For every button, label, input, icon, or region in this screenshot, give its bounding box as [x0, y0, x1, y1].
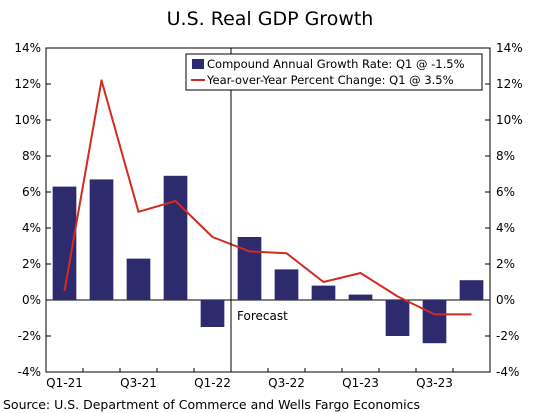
- legend-bar-swatch: [192, 59, 204, 69]
- y-tick-label-left: 14%: [14, 41, 41, 55]
- y-tick-label-left: 8%: [22, 149, 41, 163]
- bar-Q3-21: [126, 258, 151, 300]
- legend-line-label: Year-over-Year Percent Change: Q1 @ 3.5%: [206, 73, 454, 87]
- y-tick-label-right: 8%: [496, 149, 515, 163]
- y-tick-label-left: 2%: [22, 257, 41, 271]
- y-tick-label-right: 4%: [496, 221, 515, 235]
- x-tick-label: Q3-21: [120, 376, 157, 390]
- y-tick-label-right: -2%: [496, 329, 519, 343]
- bar-Q2-22: [237, 237, 262, 300]
- legend: Compound Annual Growth Rate: Q1 @ -1.5% …: [185, 53, 483, 91]
- yoy-line: [63, 79, 472, 316]
- y-tick-label-left: 12%: [14, 77, 41, 91]
- bar-Q1-23: [348, 294, 373, 300]
- bar-Q1-21: [52, 186, 77, 300]
- chart-title: U.S. Real GDP Growth: [167, 8, 374, 30]
- bar-Q4-22: [311, 285, 336, 300]
- y-tick-label-right: -4%: [496, 365, 519, 379]
- y-tick-label-left: -2%: [18, 329, 41, 343]
- y-tick-label-right: 10%: [496, 113, 523, 127]
- y-tick-label-right: 14%: [496, 41, 523, 55]
- x-tick-label: Q1-21: [46, 376, 83, 390]
- bar-Q4-23: [459, 280, 484, 300]
- bar-series: [52, 175, 484, 344]
- axes: -4% -4% -2% -2% 0% 0% 2% 2% 4% 4% 6% 6% 8% 8% 10% 10% 12…: [14, 41, 522, 390]
- x-tick-label: Q3-23: [416, 376, 453, 390]
- forecast-label: Forecast: [237, 309, 288, 323]
- bar-Q3-22: [274, 269, 299, 300]
- y-tick-label-right: 0%: [496, 293, 515, 307]
- y-tick-label-left: 4%: [22, 221, 41, 235]
- legend-box: [185, 53, 483, 91]
- y-tick-label-left: -4%: [18, 365, 41, 379]
- bar-Q3-23: [422, 300, 447, 344]
- y-tick-label-right: 12%: [496, 77, 523, 91]
- y-tick-label-right: 2%: [496, 257, 515, 271]
- x-tick-label: Q1-22: [194, 376, 231, 390]
- bar-Q2-23: [385, 300, 410, 336]
- line-series: [63, 79, 472, 316]
- source-note: Source: U.S. Department of Commerce and …: [3, 397, 420, 412]
- bar-Q4-21: [163, 175, 188, 300]
- y-tick-label-left: 10%: [14, 113, 41, 127]
- forecast-annotation: Forecast: [230, 48, 288, 372]
- y-tick-label-left: 6%: [22, 185, 41, 199]
- bar-Q2-21: [89, 179, 114, 300]
- bar-Q1-22: [200, 300, 225, 327]
- x-tick-label: Q3-22: [268, 376, 305, 390]
- x-tick-label: Q1-23: [342, 376, 379, 390]
- y-tick-label-left: 0%: [22, 293, 41, 307]
- legend-bar-label: Compound Annual Growth Rate: Q1 @ -1.5%: [207, 57, 465, 71]
- y-tick-label-right: 6%: [496, 185, 515, 199]
